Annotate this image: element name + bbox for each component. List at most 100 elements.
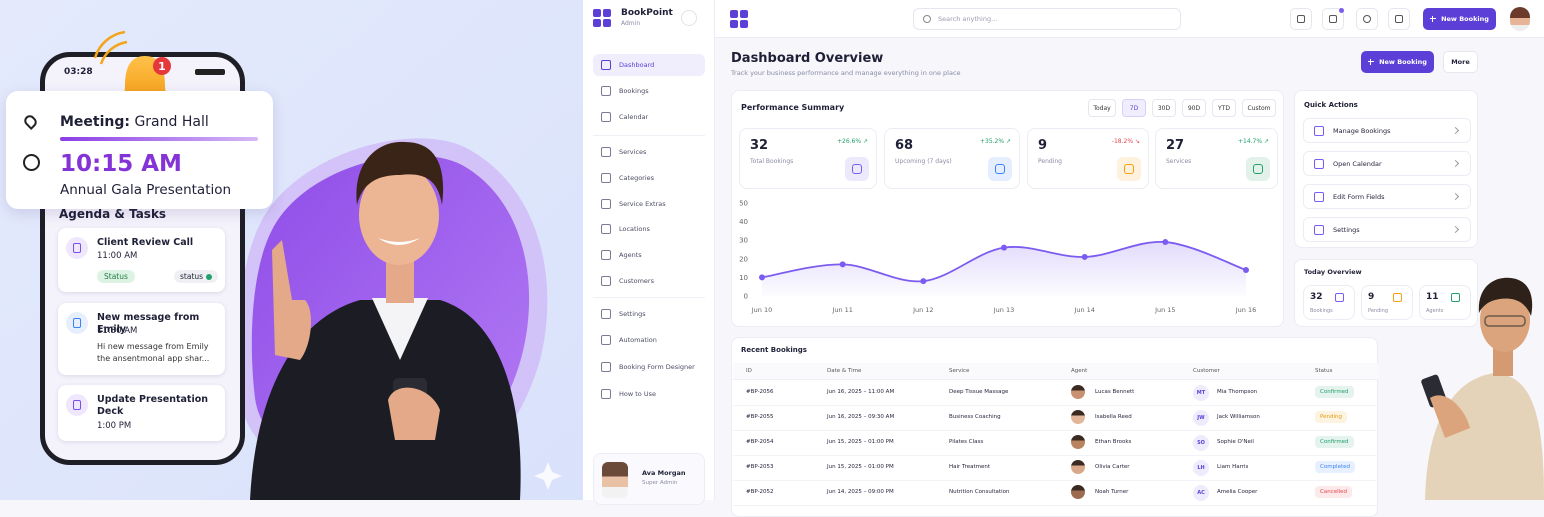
task-icon-glyph xyxy=(73,318,81,328)
badge xyxy=(153,57,171,75)
primary-button-label: New Booking xyxy=(1379,58,1427,66)
nav-item[interactable]: Automation xyxy=(593,329,705,351)
sidebar: BookPoint Admin Dashboard Bookings Calendar S… xyxy=(583,0,715,505)
quick-action-label: Edit Form Fields xyxy=(1333,192,1385,201)
ring-line xyxy=(99,40,128,65)
task-body: Hi new message from Emily the ansentmona… xyxy=(97,342,210,363)
customer-initials: LH xyxy=(1193,460,1209,476)
quick-action[interactable]: Open Calendar xyxy=(1303,151,1471,176)
section-title: Agenda & Tasks xyxy=(59,207,167,221)
task-icon xyxy=(66,237,88,259)
hair xyxy=(1478,277,1533,316)
booking-datetime: Jun 16, 2025 – 09:30 AM xyxy=(827,414,895,420)
agent-name: Lucas Bennett xyxy=(1095,389,1135,395)
status-badge: Pending xyxy=(1315,411,1347,423)
customer-initials: MT xyxy=(1193,385,1209,401)
customer-name: Sophie O'Neil xyxy=(1217,439,1254,445)
agent-avatar xyxy=(1071,460,1085,474)
range-button[interactable]: 30D xyxy=(1152,99,1176,117)
plus-icon xyxy=(1368,59,1375,65)
today-icon xyxy=(1451,293,1460,302)
meeting-time: 10:15 AM xyxy=(60,151,182,177)
nav-item[interactable]: Calendar xyxy=(593,106,705,128)
table-row[interactable] xyxy=(733,431,1378,456)
neck xyxy=(1493,346,1513,376)
toolbar-glyph xyxy=(1363,15,1371,23)
chevron xyxy=(1451,126,1460,135)
nav-icon xyxy=(601,112,611,122)
nav-item[interactable]: Dashboard xyxy=(593,54,705,76)
user-card[interactable]: Ava Morgan Super Admin xyxy=(593,453,705,505)
agent-avatar xyxy=(1071,385,1085,399)
primary-button[interactable]: New Booking xyxy=(1361,51,1434,73)
logo-tile xyxy=(593,9,601,17)
nav-icon xyxy=(601,250,611,260)
toolbar-icon[interactable] xyxy=(1356,8,1378,30)
task-status-dot xyxy=(206,273,213,280)
quick-action[interactable]: Manage Bookings xyxy=(1303,118,1471,143)
agent-name: Noah Turner xyxy=(1095,489,1129,495)
booking-service: Deep Tissue Massage xyxy=(949,389,1009,395)
chevron xyxy=(1451,192,1460,201)
stat-icon-glyph xyxy=(995,164,1005,174)
quick-action-icon xyxy=(1314,125,1324,136)
brand: BookPoint xyxy=(621,8,673,18)
nav-item[interactable]: Agents xyxy=(593,244,705,266)
customer-name: Liam Harris xyxy=(1217,464,1249,470)
booking-id: #BP-2053 xyxy=(746,464,774,470)
nav-item[interactable]: How to Use xyxy=(593,383,705,405)
nav-item[interactable]: Bookings xyxy=(593,80,705,102)
stat-change: +14.7% ↗ xyxy=(1237,138,1269,145)
stat-card: 9 Pending -18.2% ↘ xyxy=(1027,128,1149,189)
range-button[interactable]: 90D xyxy=(1182,99,1206,117)
toolbar-icon[interactable] xyxy=(1290,8,1312,30)
range-button[interactable]: Custom xyxy=(1242,99,1276,117)
toolbar-icon[interactable] xyxy=(1388,8,1410,30)
booking-service: Hair Treatment xyxy=(949,464,991,470)
new-booking-label: New Booking xyxy=(1441,15,1489,23)
quick-action-label: Manage Bookings xyxy=(1333,126,1391,135)
range-button[interactable]: YTD xyxy=(1212,99,1236,117)
person xyxy=(250,141,521,500)
nav-item[interactable]: Services xyxy=(593,141,705,163)
task-time: 11:00 AM xyxy=(97,251,138,261)
today-label: Bookings xyxy=(1310,308,1333,314)
nav-icon xyxy=(601,147,611,157)
logo-tile xyxy=(740,10,748,18)
nav-item[interactable]: Booking Form Designer xyxy=(593,356,705,378)
stat-value: 32 xyxy=(750,138,769,153)
nav-item[interactable]: Settings xyxy=(593,303,705,325)
quick-action[interactable]: Settings xyxy=(1303,217,1471,242)
chevron xyxy=(1451,159,1460,168)
task-title: New message from Emily xyxy=(97,312,200,335)
nav-icon xyxy=(601,335,611,345)
task-card: Update Presentation Deck 1:00 PM xyxy=(58,385,225,441)
toolbar-icon[interactable] xyxy=(1322,8,1344,30)
nav-icon xyxy=(601,362,611,372)
table-row[interactable] xyxy=(733,456,1378,481)
quick-action[interactable]: Edit Form Fields xyxy=(1303,184,1471,209)
nav-item[interactable]: Service Extras xyxy=(593,193,705,215)
table-row[interactable] xyxy=(733,406,1378,431)
quick-action-icon xyxy=(1314,224,1324,235)
nav-item[interactable]: Customers xyxy=(593,270,705,292)
nav-item[interactable]: Categories xyxy=(593,167,705,189)
booking-id: #BP-2054 xyxy=(746,439,774,445)
nav-item[interactable]: Locations xyxy=(593,218,705,240)
range-button[interactable]: Today xyxy=(1088,99,1116,117)
head xyxy=(1480,288,1530,352)
search-placeholder: Search anything... xyxy=(938,15,998,23)
new-booking-button[interactable]: New Booking xyxy=(1423,8,1496,30)
more-button[interactable]: More xyxy=(1443,51,1478,73)
search-box[interactable]: Search anything... xyxy=(913,8,1181,30)
nav-icon xyxy=(601,224,611,234)
range-button[interactable]: 7D xyxy=(1122,99,1146,117)
stat-icon xyxy=(845,157,869,181)
glasses xyxy=(1484,315,1526,327)
logo-tile xyxy=(593,19,601,27)
table-row[interactable] xyxy=(733,381,1378,406)
menu-toggle[interactable] xyxy=(681,10,697,26)
logo xyxy=(593,9,611,27)
nav-icon xyxy=(601,309,611,319)
